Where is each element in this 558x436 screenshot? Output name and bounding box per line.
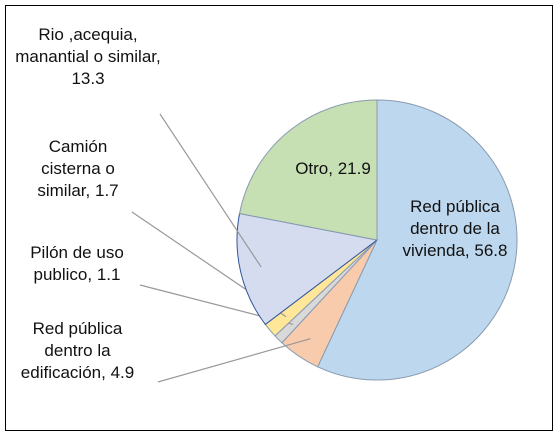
- leader-line: [157, 338, 311, 383]
- slice-label: Otro 21.9: [268, 158, 398, 180]
- pie-slice: [236, 212, 379, 326]
- slice-label: Pilón de uso publico 1.1: [12, 242, 142, 286]
- slice-value: 56.8: [474, 241, 508, 260]
- slice-label: Red pública dentro la edificación 4.9: [20, 318, 135, 384]
- slice-label: Red pública dentro de la vivienda 56.8: [385, 196, 525, 262]
- pie-slice: [238, 99, 378, 241]
- slice-value: 1.1: [96, 265, 121, 284]
- pie-slice: [316, 99, 518, 381]
- slice-value: 4.9: [110, 363, 135, 382]
- slice-value: 1.7: [95, 181, 119, 200]
- slice-label: Camión cisterna o similar 1.7: [18, 136, 138, 202]
- slice-name: Camión cisterna o similar: [37, 137, 114, 200]
- slice-value: 21.9: [337, 159, 371, 178]
- leader-line: [159, 113, 262, 268]
- slice-name: Otro: [295, 159, 333, 178]
- slice-name: Rio ,acequia, manantial o similar: [15, 25, 161, 66]
- slice-value: 13.3: [71, 69, 105, 88]
- slice-name: Red pública dentro la edificación: [21, 319, 123, 382]
- chart-frame: [5, 5, 553, 431]
- slice-label: Rio ,acequia, manantial o similar 13.3: [8, 24, 168, 90]
